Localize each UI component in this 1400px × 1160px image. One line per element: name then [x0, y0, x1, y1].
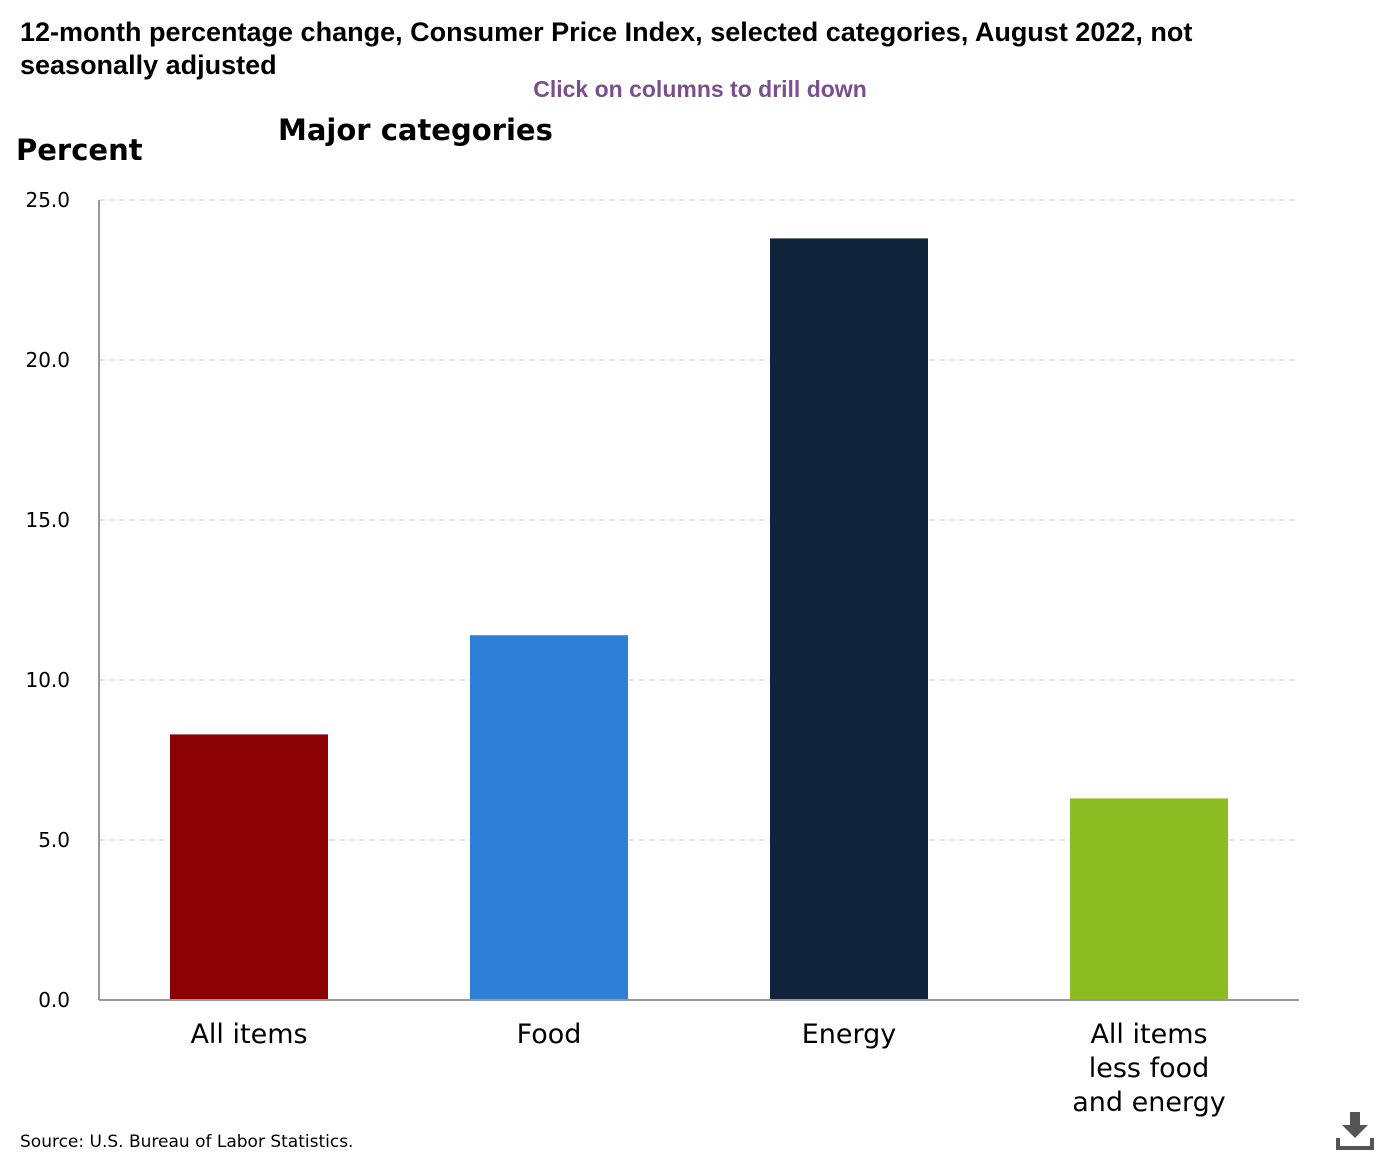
drill-down-hint[interactable]: Click on columns to drill down: [533, 76, 867, 102]
x-tick-label: All items less food and energy: [1072, 1019, 1225, 1118]
y-tick-label: 20.0: [25, 348, 70, 372]
source-note: Source: U.S. Bureau of Labor Statistics.: [20, 1132, 354, 1152]
bar[interactable]: [170, 734, 328, 1000]
y-axis-title: Percent: [16, 133, 143, 167]
y-tick-label: 10.0: [25, 668, 70, 692]
x-tick-label: Energy: [802, 1019, 897, 1050]
y-tick-label: 0.0: [38, 988, 70, 1012]
y-tick-label: 15.0: [25, 508, 70, 532]
y-axis-ticks: 0.0 5.0 10.0 15.0 20.0 25.0: [25, 188, 70, 1012]
x-tick-label: All items: [190, 1019, 307, 1050]
chart-title: 12-month percentage change, Consumer Pri…: [20, 17, 1193, 80]
y-tick-label: 25.0: [25, 188, 70, 212]
bar[interactable]: [1070, 798, 1228, 1000]
x-tick-label: Food: [517, 1019, 582, 1050]
axes: [98, 200, 1299, 1001]
bar[interactable]: [470, 635, 628, 1000]
download-icon[interactable]: [1334, 1110, 1378, 1152]
x-axis-ticks: All items Food Energy All items less food and…: [190, 1019, 1225, 1118]
bar[interactable]: [770, 238, 928, 1000]
bars: [170, 238, 1228, 1000]
chart-subtitle: Major categories: [278, 113, 553, 147]
y-tick-label: 5.0: [38, 828, 70, 852]
bar-chart: Percent Major categories 0.0 5.0 10.0 15.0 2…: [16, 113, 1299, 1118]
